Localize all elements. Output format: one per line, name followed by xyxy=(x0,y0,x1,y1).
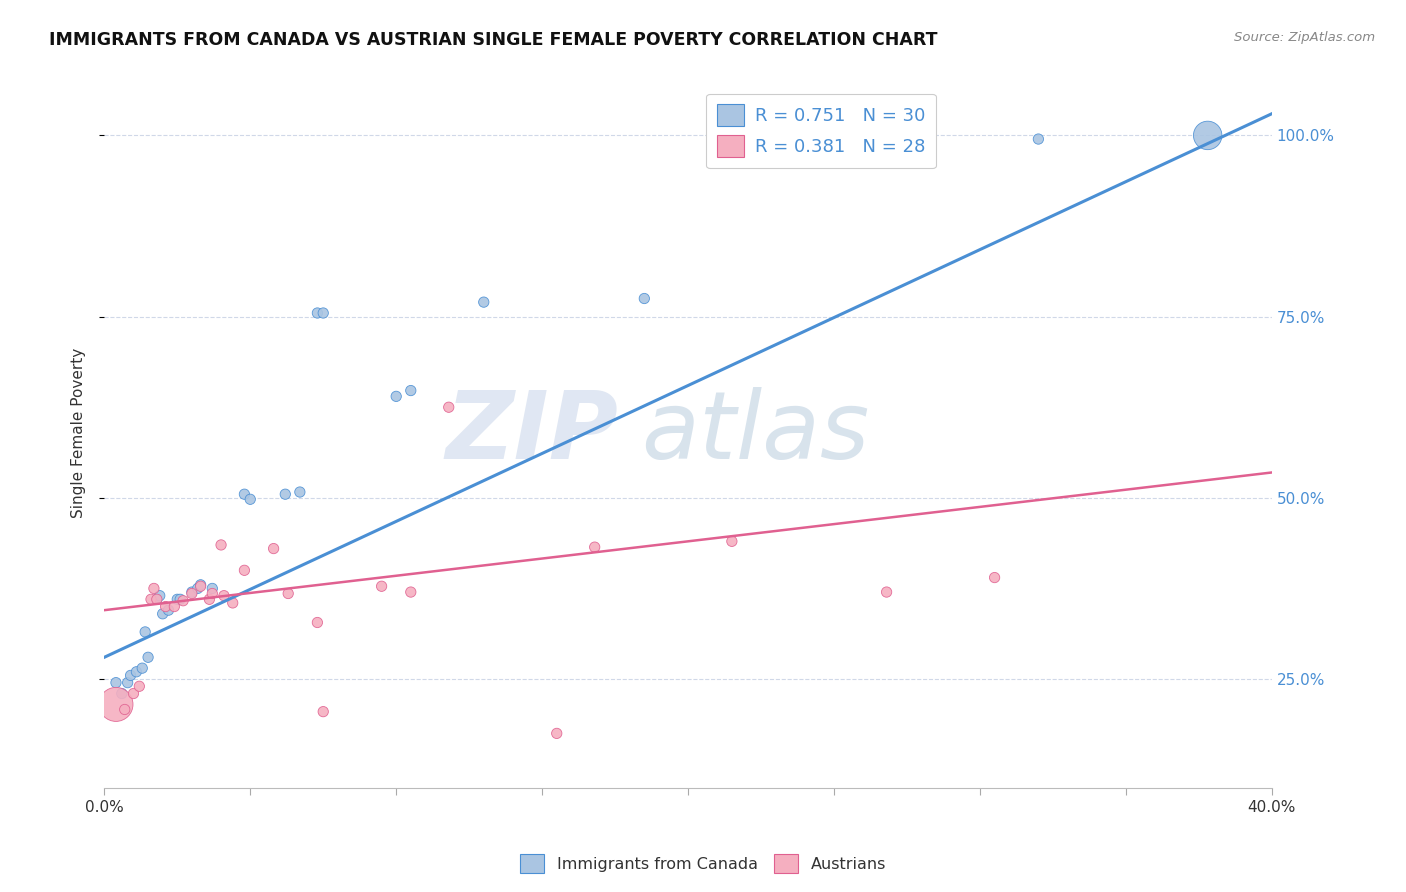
Point xyxy=(846,129,869,144)
Point xyxy=(125,665,148,679)
Point xyxy=(370,579,392,593)
Point xyxy=(239,492,262,507)
Point xyxy=(1197,128,1219,143)
Legend: Immigrants from Canada, Austrians: Immigrants from Canada, Austrians xyxy=(513,847,893,880)
Point xyxy=(222,596,245,610)
Point xyxy=(180,585,202,599)
Point xyxy=(233,487,256,501)
Point xyxy=(1028,132,1050,146)
Point xyxy=(730,143,752,157)
Point xyxy=(721,534,744,549)
Point xyxy=(134,624,156,639)
Point xyxy=(114,702,136,716)
Point xyxy=(166,592,188,607)
Point xyxy=(131,661,153,675)
Point xyxy=(104,698,127,712)
Point xyxy=(155,599,177,614)
Point xyxy=(274,487,297,501)
Point xyxy=(187,582,209,596)
Point xyxy=(288,485,311,500)
Point xyxy=(472,295,495,310)
Point xyxy=(876,585,898,599)
Point xyxy=(212,589,235,603)
Point xyxy=(128,679,150,693)
Point xyxy=(263,541,285,556)
Point xyxy=(111,686,134,700)
Point xyxy=(122,686,145,700)
Y-axis label: Single Female Poverty: Single Female Poverty xyxy=(72,348,86,517)
Point xyxy=(201,582,224,596)
Point xyxy=(157,603,180,617)
Point xyxy=(117,675,139,690)
Point xyxy=(190,578,212,592)
Text: IMMIGRANTS FROM CANADA VS AUSTRIAN SINGLE FEMALE POVERTY CORRELATION CHART: IMMIGRANTS FROM CANADA VS AUSTRIAN SINGL… xyxy=(49,31,938,49)
Point xyxy=(201,586,224,600)
Point xyxy=(312,705,335,719)
Point xyxy=(233,563,256,577)
Point xyxy=(307,306,329,320)
Point xyxy=(741,132,763,146)
Point xyxy=(277,586,299,600)
Point xyxy=(437,401,460,415)
Point xyxy=(169,592,191,607)
Point xyxy=(172,593,194,607)
Text: Source: ZipAtlas.com: Source: ZipAtlas.com xyxy=(1234,31,1375,45)
Point xyxy=(163,599,186,614)
Point xyxy=(146,592,169,607)
Point xyxy=(149,589,172,603)
Legend: R = 0.751   N = 30, R = 0.381   N = 28: R = 0.751 N = 30, R = 0.381 N = 28 xyxy=(706,94,936,169)
Point xyxy=(385,389,408,403)
Point xyxy=(209,538,232,552)
Point xyxy=(312,306,335,320)
Point xyxy=(399,585,422,599)
Point xyxy=(104,675,127,690)
Point xyxy=(180,586,202,600)
Point xyxy=(546,726,568,740)
Point xyxy=(142,582,165,596)
Point xyxy=(583,540,606,554)
Text: atlas: atlas xyxy=(641,387,870,478)
Point xyxy=(190,579,212,593)
Point xyxy=(983,570,1005,584)
Point xyxy=(307,615,329,630)
Point xyxy=(198,592,221,607)
Point xyxy=(152,607,174,621)
Point xyxy=(136,650,159,665)
Point xyxy=(633,292,655,306)
Point xyxy=(139,592,162,607)
Point xyxy=(146,592,169,607)
Point xyxy=(399,384,422,398)
Text: ZIP: ZIP xyxy=(446,386,619,479)
Point xyxy=(120,668,142,682)
